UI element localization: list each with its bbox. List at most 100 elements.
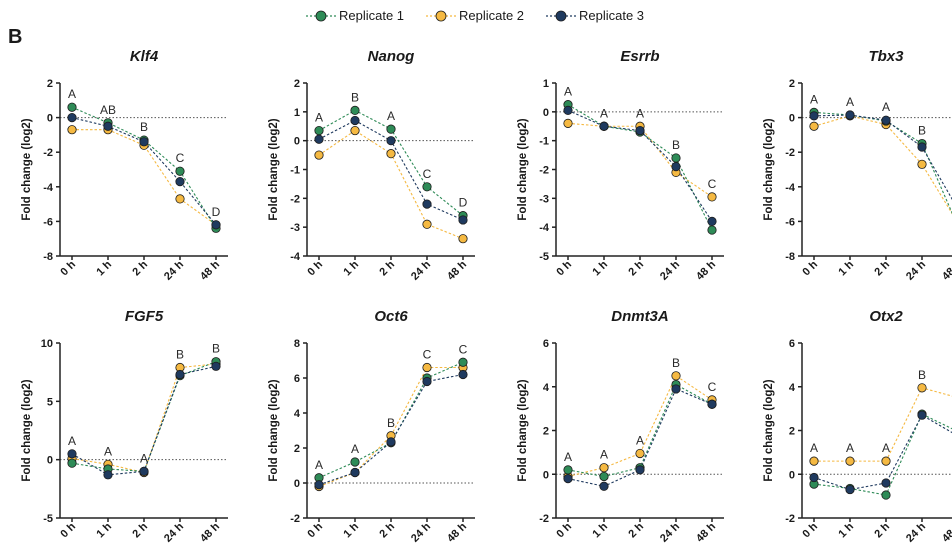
data-point-replicate-2 bbox=[671, 371, 681, 381]
data-point-replicate-3 bbox=[67, 113, 77, 123]
data-point-replicate-3 bbox=[671, 162, 681, 172]
y-tick-label: -5 bbox=[43, 513, 53, 525]
data-point-replicate-3 bbox=[139, 137, 149, 147]
data-point-replicate-3 bbox=[314, 134, 324, 144]
x-tick-label: 48 h bbox=[940, 258, 952, 282]
panel-label: B bbox=[8, 26, 23, 48]
data-point-replicate-3 bbox=[458, 215, 468, 225]
data-point-replicate-2 bbox=[422, 219, 432, 229]
chart-title-oct6: Oct6 bbox=[374, 308, 408, 325]
data-point-replicate-3 bbox=[563, 105, 573, 115]
y-tick-label: -1 bbox=[539, 136, 549, 148]
data-point-replicate-2 bbox=[809, 121, 819, 131]
x-tick-label: 2 h bbox=[626, 258, 646, 278]
data-point-replicate-3 bbox=[211, 361, 221, 371]
y-tick-label: 4 bbox=[789, 382, 796, 394]
significance-letter: A bbox=[600, 106, 608, 120]
data-point-replicate-2 bbox=[175, 194, 185, 204]
significance-letter: A bbox=[564, 85, 572, 99]
x-tick-label: 1 h bbox=[94, 520, 114, 540]
data-point-replicate-3 bbox=[350, 115, 360, 126]
x-tick-label: 2 h bbox=[130, 258, 150, 278]
legend-item-replicate-3: Replicate 3 bbox=[545, 8, 665, 24]
data-point-replicate-3 bbox=[707, 216, 717, 226]
x-tick-label: 24 h bbox=[658, 258, 682, 282]
data-point-replicate-1 bbox=[67, 458, 77, 468]
data-point-replicate-3 bbox=[103, 121, 113, 131]
data-point-replicate-1 bbox=[67, 102, 77, 112]
data-point-replicate-3 bbox=[139, 466, 149, 476]
significance-letter: A bbox=[140, 451, 148, 465]
data-point-replicate-1 bbox=[350, 105, 360, 115]
data-point-replicate-3 bbox=[635, 465, 645, 475]
data-point-replicate-2 bbox=[563, 118, 573, 128]
data-point-replicate-2 bbox=[458, 234, 468, 244]
data-point-replicate-3 bbox=[386, 136, 396, 146]
y-axis-label-esrrb: Fold change (log2) bbox=[517, 118, 529, 220]
y-axis-label-dnmt3a: Fold change (log2) bbox=[517, 379, 529, 481]
data-point-replicate-3 bbox=[422, 376, 432, 387]
y-tick-label: -1 bbox=[290, 165, 300, 177]
data-point-replicate-2 bbox=[707, 192, 717, 202]
data-point-replicate-2 bbox=[635, 448, 645, 459]
x-tick-label: 2 h bbox=[872, 258, 892, 278]
data-point-replicate-3 bbox=[809, 111, 819, 121]
y-tick-label: -4 bbox=[539, 222, 550, 234]
significance-letter: D bbox=[459, 196, 468, 210]
y-tick-label: -8 bbox=[43, 251, 53, 263]
data-point-replicate-3 bbox=[845, 110, 855, 120]
significance-letter: A bbox=[104, 444, 112, 458]
y-tick-label: -4 bbox=[43, 182, 54, 194]
data-point-replicate-2 bbox=[422, 362, 432, 373]
y-tick-label: -5 bbox=[539, 251, 549, 263]
significance-letter: B bbox=[212, 342, 220, 356]
significance-letter: B bbox=[351, 90, 359, 104]
significance-letter: B bbox=[140, 120, 148, 134]
data-point-replicate-1 bbox=[707, 225, 717, 235]
data-point-replicate-1 bbox=[314, 125, 324, 136]
chart-title-fgf5: FGF5 bbox=[125, 308, 164, 325]
y-tick-label: -2 bbox=[539, 165, 549, 177]
significance-letter: A bbox=[882, 100, 890, 114]
series-line-replicate-1 bbox=[567, 383, 713, 477]
data-point-replicate-2 bbox=[881, 456, 891, 466]
data-point-replicate-1 bbox=[175, 166, 185, 176]
y-tick-label: 0 bbox=[47, 113, 53, 125]
data-point-replicate-3 bbox=[707, 399, 717, 409]
data-point-replicate-2 bbox=[314, 150, 324, 160]
data-point-replicate-2 bbox=[917, 383, 927, 393]
legend-marker-replicate-1 bbox=[306, 10, 336, 22]
data-point-replicate-3 bbox=[917, 410, 927, 420]
chart-title-otx2: Otx2 bbox=[869, 308, 903, 325]
y-tick-label: 0 bbox=[47, 455, 53, 467]
significance-letter: A bbox=[68, 87, 76, 101]
x-tick-label: 2 h bbox=[872, 520, 892, 540]
y-tick-label: -2 bbox=[290, 513, 300, 525]
y-tick-label: 2 bbox=[789, 426, 795, 438]
y-tick-label: -2 bbox=[539, 513, 549, 525]
x-tick-label: 48 h bbox=[940, 520, 952, 544]
x-tick-label: 0 h bbox=[800, 520, 820, 540]
y-axis-label-otx2: Fold change (log2) bbox=[763, 379, 775, 481]
y-tick-label: 4 bbox=[543, 382, 550, 394]
y-tick-label: 6 bbox=[543, 338, 549, 350]
data-point-replicate-2 bbox=[917, 159, 927, 169]
legend-item-replicate-2: Replicate 2 bbox=[425, 8, 545, 24]
series-line-replicate-2 bbox=[72, 129, 217, 226]
significance-letter: A bbox=[68, 434, 76, 448]
x-tick-label: 24 h bbox=[409, 258, 433, 282]
data-point-replicate-3 bbox=[175, 369, 185, 380]
significance-letter: C bbox=[176, 151, 185, 165]
x-tick-label: 24 h bbox=[904, 520, 928, 544]
legend-label-replicate-1: Replicate 1 bbox=[339, 8, 405, 23]
data-point-replicate-2 bbox=[67, 125, 77, 135]
x-tick-label: 1 h bbox=[94, 258, 114, 278]
y-tick-label: 2 bbox=[543, 426, 549, 438]
significance-letter: C bbox=[423, 167, 432, 181]
y-tick-label: 6 bbox=[789, 338, 795, 350]
y-tick-label: 4 bbox=[294, 408, 301, 420]
y-tick-label: 0 bbox=[543, 107, 549, 119]
chart-title-nanog: Nanog bbox=[368, 48, 415, 65]
series-line-replicate-2 bbox=[813, 115, 952, 215]
